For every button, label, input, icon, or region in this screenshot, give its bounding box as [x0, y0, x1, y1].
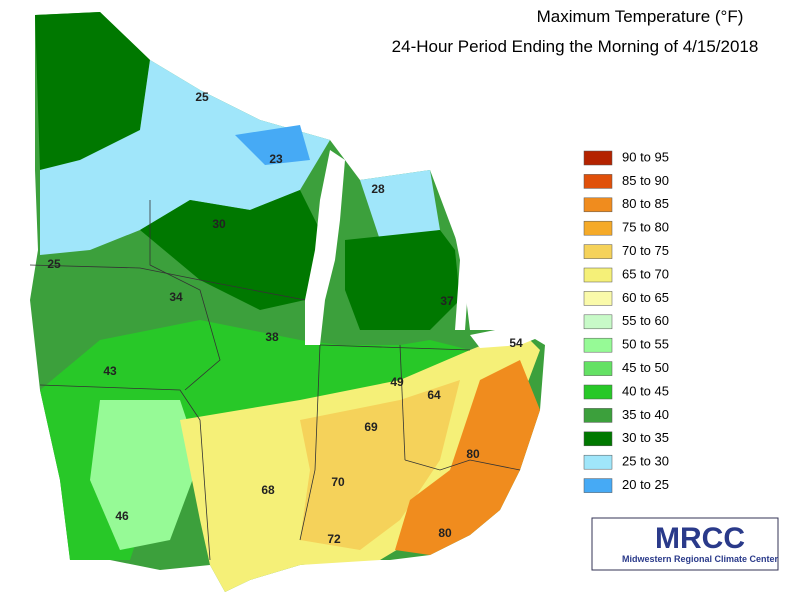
legend-label: 55 to 60 — [622, 313, 669, 328]
state-border — [29, 264, 306, 301]
station-label: 46 — [115, 509, 129, 523]
legend-label: 20 to 25 — [622, 477, 669, 492]
zone-30-35 — [35, 12, 150, 170]
legend-swatch — [583, 314, 613, 330]
station-label: 49 — [390, 375, 404, 389]
legend-swatch — [583, 408, 613, 423]
station-label: 23 — [269, 152, 283, 166]
lake-michigan — [305, 150, 345, 345]
legend-label: 80 to 85 — [622, 196, 669, 211]
station-label: 25 — [195, 90, 209, 104]
legend-swatch — [583, 220, 613, 236]
station-label: 54 — [509, 336, 523, 350]
legend-swatch — [583, 337, 613, 353]
station-label: 37 — [440, 294, 454, 308]
legend-label: 25 to 30 — [622, 454, 669, 469]
legend-swatch — [583, 174, 613, 189]
logo-box — [591, 517, 779, 571]
station-label: 43 — [103, 364, 117, 378]
legend-label: 50 to 55 — [622, 337, 669, 352]
legend-label: 45 to 50 — [622, 360, 669, 375]
state-border — [149, 200, 221, 391]
legend-swatch — [583, 267, 613, 283]
station-label: 28 — [371, 182, 385, 196]
subtitle: 24-Hour Period Ending the Morning of 4/1… — [392, 37, 759, 56]
station-label: 80 — [438, 526, 452, 540]
legend-swatch — [583, 431, 613, 447]
station-label: 70 — [331, 475, 345, 489]
station-label: 68 — [261, 483, 275, 497]
station-label: 80 — [466, 447, 480, 461]
legend-swatch — [583, 384, 613, 400]
state-borders — [29, 200, 521, 561]
station-label: 72 — [327, 532, 341, 546]
legend-label: 90 to 95 — [622, 149, 669, 164]
legend-swatch — [583, 361, 613, 376]
temperature-map — [29, 12, 545, 592]
title: Maximum Temperature (°F) — [537, 7, 744, 26]
legend-swatch — [583, 150, 613, 166]
legend-swatch — [583, 244, 613, 259]
logo-acronym: MRCC — [655, 522, 745, 555]
legend-label: 35 to 40 — [622, 407, 669, 422]
legend-label: 85 to 90 — [622, 173, 669, 188]
station-label: 30 — [212, 217, 226, 231]
zone-30-35 — [140, 190, 320, 310]
state-border — [399, 344, 406, 461]
station-label: 69 — [364, 420, 378, 434]
zone-30-35 — [345, 230, 460, 330]
station-label: 64 — [427, 388, 441, 402]
legend-swatch — [583, 197, 613, 213]
zone-50-55 — [90, 400, 200, 550]
legend-label: 75 to 80 — [622, 220, 669, 235]
station-label: 25 — [47, 257, 61, 271]
lake-erie — [470, 325, 545, 348]
logo: MRCC Midwestern Regional Climate Center — [591, 517, 779, 571]
legend-swatch — [583, 291, 613, 306]
lake-huron — [440, 170, 470, 330]
state-border — [319, 344, 471, 351]
zone-25-30 — [40, 60, 330, 255]
zone-80-85 — [395, 360, 540, 555]
station-label: 38 — [265, 330, 279, 344]
legend-label: 60 to 65 — [622, 290, 669, 305]
legend-swatch — [583, 454, 613, 470]
state-border — [39, 384, 211, 561]
legend-label: 65 to 70 — [622, 266, 669, 281]
zone-20-25 — [235, 125, 310, 165]
station-label: 34 — [169, 290, 183, 304]
logo-name: Midwestern Regional Climate Center — [622, 554, 779, 564]
zone-25-30 — [360, 170, 440, 240]
state-border — [299, 344, 321, 541]
legend-swatch — [583, 478, 613, 493]
legend-label: 40 to 45 — [622, 383, 669, 398]
legend-label: 30 to 35 — [622, 430, 669, 445]
legend-label: 70 to 75 — [622, 243, 669, 258]
state-border — [404, 459, 521, 471]
zone-70-75 — [300, 380, 460, 550]
